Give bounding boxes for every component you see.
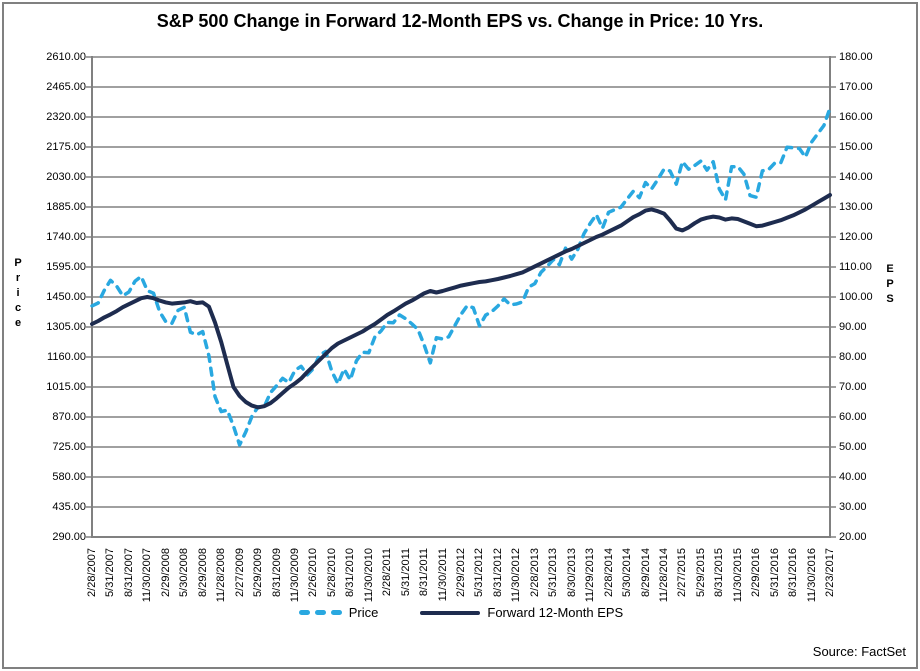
y-axis-tick-label: 140.00 <box>839 171 873 183</box>
y-axis-tick-label: 1015.00 <box>46 381 86 393</box>
y-axis-tick-label: 20.00 <box>839 531 867 543</box>
y-axis-tick-label: 1450.00 <box>46 291 86 303</box>
y-axis-tick-label: 150.00 <box>839 141 873 153</box>
y-axis-tick-label: 40.00 <box>839 471 867 483</box>
legend-label-eps: Forward 12-Month EPS <box>487 605 624 620</box>
legend: Price Forward 12-Month EPS <box>92 605 830 620</box>
eps-line <box>90 193 832 410</box>
y-axis-tick-label: 120.00 <box>839 231 873 243</box>
price-line-swatch <box>298 610 342 615</box>
y-axis-tick-label: 90.00 <box>839 321 867 333</box>
y-axis-tick-label: 2610.00 <box>46 51 86 63</box>
chart-title: S&P 500 Change in Forward 12-Month EPS v… <box>156 11 764 31</box>
y-axis-tick-label: 580.00 <box>52 471 86 483</box>
legend-label-price: Price <box>348 605 379 620</box>
y-axis-tick-label: 2030.00 <box>46 171 86 183</box>
y-axis-tick-label: 180.00 <box>839 51 873 63</box>
y-axis-tick-label: 435.00 <box>52 501 86 513</box>
y-axis-tick-label: 70.00 <box>839 381 867 393</box>
y-axis-tick-label: 170.00 <box>839 81 873 93</box>
y-axis-tick-label: 1885.00 <box>46 201 86 213</box>
eps-line-swatch <box>420 610 481 615</box>
y-axis-tick-label: 725.00 <box>52 441 86 453</box>
y-axis-tick-label: 2465.00 <box>46 81 86 93</box>
price-line <box>90 106 832 447</box>
y-axis-tick-label: 130.00 <box>839 201 873 213</box>
y-axis-tick-label: 160.00 <box>839 111 873 123</box>
y-axis-tick-label: 870.00 <box>52 411 86 423</box>
y-axis-tick-label: 1740.00 <box>46 231 86 243</box>
y-axis-tick-label: 2320.00 <box>46 111 86 123</box>
y-axis-tick-label: 1160.00 <box>47 351 86 363</box>
y-axis-tick-label: 2175.00 <box>46 141 86 153</box>
y-axis-tick-label: 80.00 <box>839 351 867 363</box>
y-axis-tick-label: 30.00 <box>839 501 867 513</box>
y-axis-tick-label: 1595.00 <box>46 261 86 273</box>
y-axis-tick-label: 60.00 <box>839 411 867 423</box>
legend-item-price: Price <box>298 605 379 620</box>
y-axis-tick-label: 110.00 <box>839 261 872 273</box>
y-axis-tick-label: 50.00 <box>839 441 867 453</box>
source-credit: Source: FactSet <box>812 644 906 659</box>
y-axis-tick-label: 1305.00 <box>46 321 86 333</box>
y-axis-tick-label: 290.00 <box>52 531 86 543</box>
y-axis-tick-label: 100.00 <box>839 291 873 303</box>
legend-item-eps: Forward 12-Month EPS <box>420 605 623 620</box>
